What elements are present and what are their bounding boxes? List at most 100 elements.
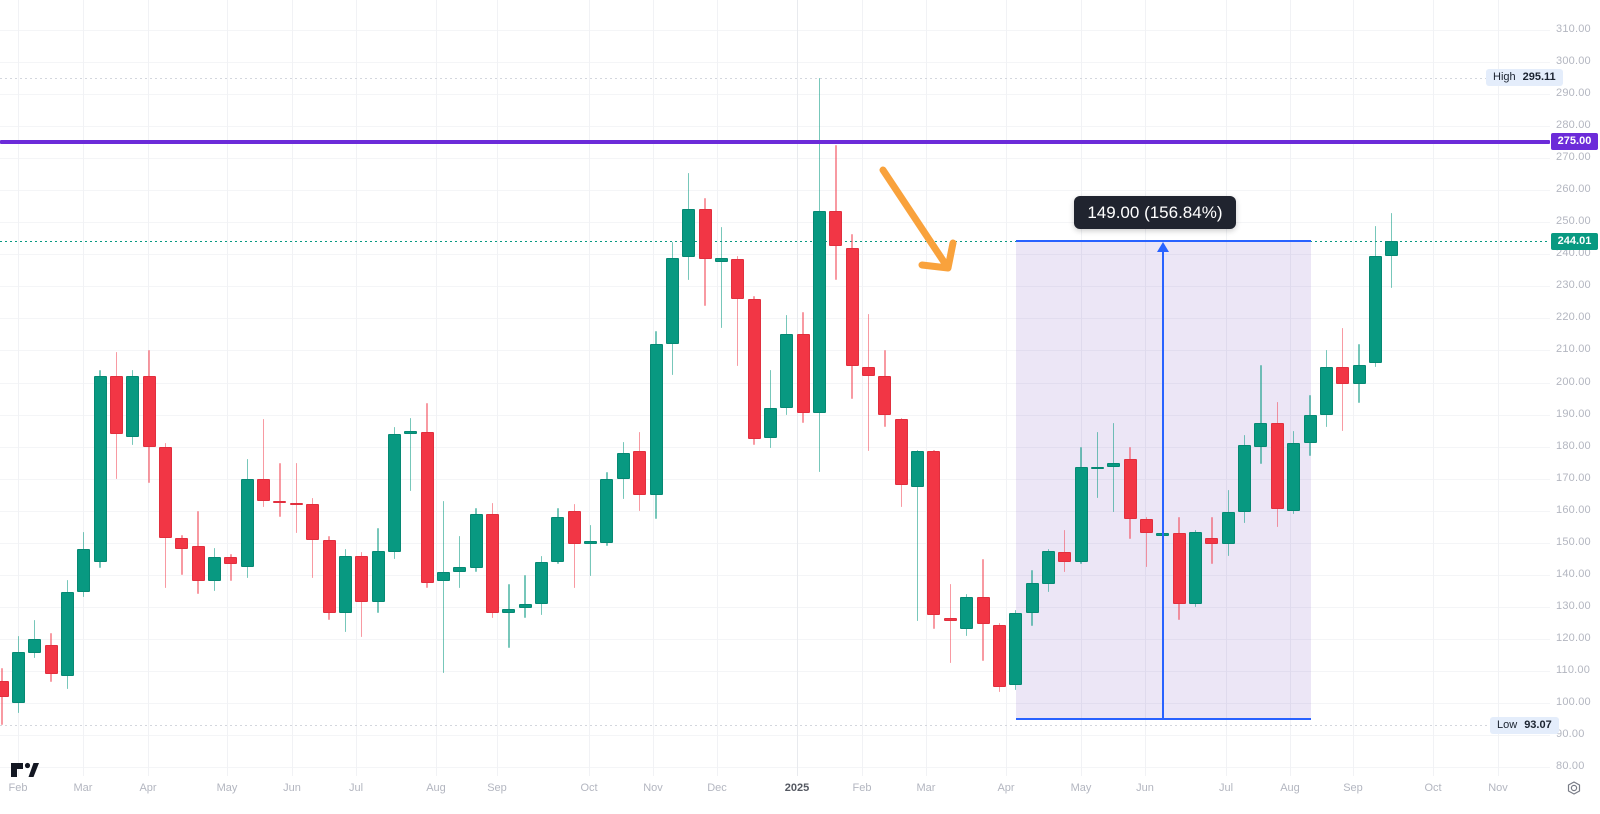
candle[interactable] <box>386 0 402 776</box>
candle[interactable] <box>517 0 533 776</box>
time-axis[interactable]: Feb Mar Apr May Jun Jul Aug Sep Oct Nov Dec 2025 Feb… <box>0 776 1550 814</box>
candle[interactable] <box>828 0 844 776</box>
candle-wick <box>524 574 526 619</box>
candle[interactable] <box>0 0 10 776</box>
candle[interactable] <box>762 0 778 776</box>
price-axis[interactable]: USD 80.0090.00100.00110.00120.00130.0014… <box>1550 0 1600 776</box>
candle[interactable] <box>942 0 958 776</box>
candle[interactable] <box>1008 0 1024 776</box>
candle[interactable] <box>1237 0 1253 776</box>
candle[interactable] <box>713 0 729 776</box>
candle[interactable] <box>1220 0 1236 776</box>
candle[interactable] <box>370 0 386 776</box>
candle[interactable] <box>1188 0 1204 776</box>
candle[interactable] <box>321 0 337 776</box>
candle[interactable] <box>1057 0 1073 776</box>
candle[interactable] <box>844 0 860 776</box>
candle[interactable] <box>534 0 550 776</box>
candle[interactable] <box>1302 0 1318 776</box>
candle[interactable] <box>877 0 893 776</box>
candle[interactable] <box>1286 0 1302 776</box>
chart-plot[interactable]: 149.00 (156.84%) <box>0 0 1550 776</box>
candle[interactable] <box>190 0 206 776</box>
month-gridline <box>227 0 228 776</box>
candle[interactable] <box>27 0 43 776</box>
candle[interactable] <box>550 0 566 776</box>
candle[interactable] <box>632 0 648 776</box>
candle-body <box>878 376 892 415</box>
candle[interactable] <box>1367 0 1383 776</box>
candle[interactable] <box>1335 0 1351 776</box>
candle[interactable] <box>272 0 288 776</box>
candle[interactable] <box>779 0 795 776</box>
candle[interactable] <box>485 0 501 776</box>
candle[interactable] <box>1073 0 1089 776</box>
candle[interactable] <box>76 0 92 776</box>
candle[interactable] <box>1171 0 1187 776</box>
candle[interactable] <box>812 0 828 776</box>
candle[interactable] <box>288 0 304 776</box>
candle[interactable] <box>354 0 370 776</box>
candle[interactable] <box>795 0 811 776</box>
candle[interactable] <box>1040 0 1056 776</box>
candle[interactable] <box>108 0 124 776</box>
candle[interactable] <box>615 0 631 776</box>
candle-body <box>1319 366 1333 415</box>
candle-body <box>927 451 941 615</box>
candle[interactable] <box>337 0 353 776</box>
candle[interactable] <box>1269 0 1285 776</box>
candle[interactable] <box>1318 0 1334 776</box>
candle[interactable] <box>1139 0 1155 776</box>
candle[interactable] <box>43 0 59 776</box>
candle[interactable] <box>256 0 272 776</box>
candle[interactable] <box>975 0 991 776</box>
candle[interactable] <box>174 0 190 776</box>
candle[interactable] <box>1106 0 1122 776</box>
candle[interactable] <box>991 0 1007 776</box>
candle[interactable] <box>664 0 680 776</box>
settings-gear-icon[interactable] <box>1566 780 1582 796</box>
candle[interactable] <box>746 0 762 776</box>
candle[interactable] <box>92 0 108 776</box>
candle[interactable] <box>501 0 517 776</box>
candle[interactable] <box>403 0 419 776</box>
candle[interactable] <box>1204 0 1220 776</box>
candle[interactable] <box>926 0 942 776</box>
candle[interactable] <box>730 0 746 776</box>
candle[interactable] <box>125 0 141 776</box>
horizontal-price-line[interactable] <box>0 140 1550 145</box>
candle[interactable] <box>435 0 451 776</box>
tradingview-logo[interactable] <box>10 760 40 779</box>
candle[interactable] <box>583 0 599 776</box>
candle[interactable] <box>1384 0 1400 776</box>
candle[interactable] <box>1351 0 1367 776</box>
candle[interactable] <box>239 0 255 776</box>
candle[interactable] <box>910 0 926 776</box>
candle[interactable] <box>452 0 468 776</box>
candle[interactable] <box>1024 0 1040 776</box>
candle[interactable] <box>1089 0 1105 776</box>
measure-tooltip[interactable]: 149.00 (156.84%) <box>1074 196 1236 230</box>
candle[interactable] <box>207 0 223 776</box>
candle[interactable] <box>599 0 615 776</box>
candle[interactable] <box>566 0 582 776</box>
candle[interactable] <box>468 0 484 776</box>
candle[interactable] <box>861 0 877 776</box>
candle[interactable] <box>697 0 713 776</box>
candle-body <box>992 624 1006 687</box>
candle[interactable] <box>305 0 321 776</box>
candle[interactable] <box>10 0 26 776</box>
candle[interactable] <box>681 0 697 776</box>
month-gridline <box>1433 0 1434 776</box>
candle[interactable] <box>223 0 239 776</box>
month-label: Oct <box>580 782 598 794</box>
candle[interactable] <box>59 0 75 776</box>
candle[interactable] <box>1122 0 1138 776</box>
candle[interactable] <box>158 0 174 776</box>
candle[interactable] <box>893 0 909 776</box>
candle[interactable] <box>959 0 975 776</box>
candle[interactable] <box>1253 0 1269 776</box>
candle[interactable] <box>141 0 157 776</box>
candle[interactable] <box>419 0 435 776</box>
candle[interactable] <box>648 0 664 776</box>
